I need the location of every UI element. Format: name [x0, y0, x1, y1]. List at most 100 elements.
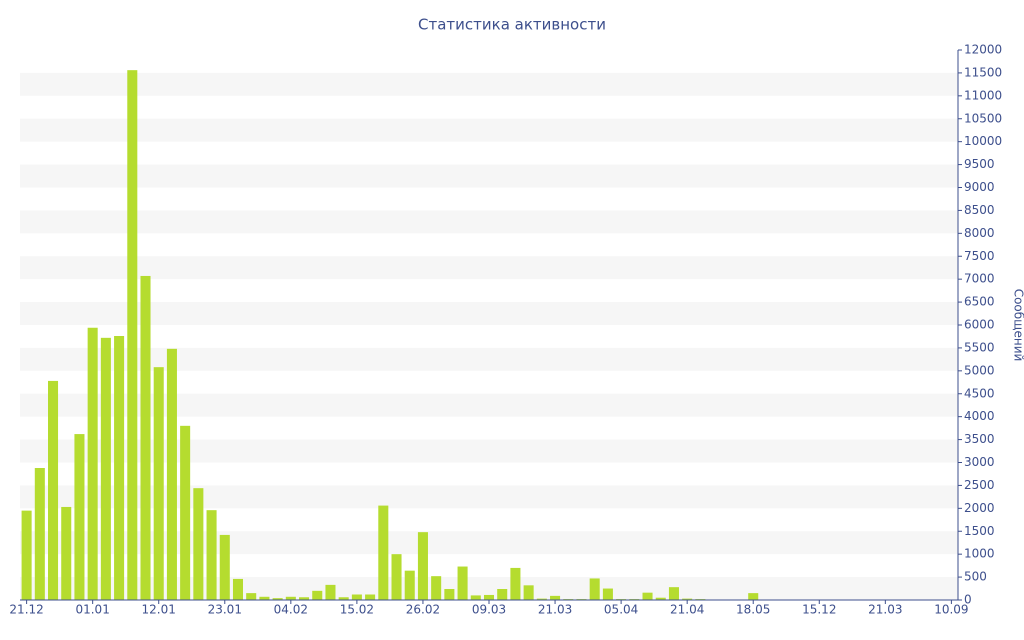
grid-band — [20, 210, 958, 234]
x-tick-label: 21.03 — [868, 603, 902, 617]
bar — [272, 598, 283, 600]
y-tick-label: 5500 — [964, 340, 995, 354]
bar — [100, 337, 111, 600]
bar — [48, 380, 59, 600]
y-tick-label: 11500 — [964, 65, 1002, 79]
bar — [193, 488, 204, 600]
bar — [365, 594, 376, 600]
y-tick-label: 2000 — [964, 501, 995, 515]
grid-band — [20, 439, 958, 463]
grid-band — [20, 118, 958, 142]
grid-band — [20, 347, 958, 371]
bar — [550, 595, 561, 600]
bar — [655, 597, 666, 600]
bar — [682, 598, 693, 600]
bar — [457, 566, 468, 600]
x-tick-label: 12.01 — [142, 603, 176, 617]
bar — [602, 588, 613, 600]
y-tick-label: 9500 — [964, 157, 995, 171]
y-tick-label: 10000 — [964, 134, 1002, 148]
bar — [417, 532, 428, 600]
bar — [312, 590, 323, 600]
bar — [299, 597, 310, 600]
bar — [259, 596, 270, 600]
x-tick-label: 21.12 — [9, 603, 43, 617]
y-tick-label: 8500 — [964, 203, 995, 217]
bar — [470, 595, 481, 600]
x-tick-label: 26.02 — [406, 603, 440, 617]
bar — [180, 425, 191, 600]
bar — [483, 594, 495, 600]
bar — [497, 589, 508, 600]
bar — [114, 336, 125, 600]
grid-band — [20, 302, 958, 325]
bar — [127, 70, 138, 600]
bar — [748, 593, 759, 600]
bar — [87, 327, 98, 600]
x-tick-label: 01.01 — [75, 603, 109, 617]
bar — [338, 597, 349, 600]
bar — [140, 275, 151, 600]
bar — [21, 510, 32, 600]
y-axis-title: Сообщений — [1012, 289, 1024, 362]
y-tick-label: 1000 — [964, 547, 995, 561]
y-tick-label: 0 — [964, 593, 972, 607]
bar — [219, 534, 230, 600]
y-tick-label: 8000 — [964, 226, 995, 240]
bar — [34, 468, 45, 600]
chart-title: Статистика активности — [418, 16, 606, 34]
y-tick-label: 4500 — [964, 386, 995, 400]
grid-band — [20, 485, 958, 509]
bar — [444, 589, 455, 600]
y-tick-label: 11000 — [964, 88, 1002, 102]
bar — [153, 367, 164, 600]
grid-band — [20, 72, 958, 96]
x-tick-label: 15.12 — [802, 603, 836, 617]
grid-band — [20, 256, 958, 280]
x-tick-label: 15.02 — [340, 603, 374, 617]
y-tick-label: 10500 — [964, 111, 1002, 125]
y-tick-label: 7500 — [964, 249, 995, 263]
x-tick-label: 18.05 — [736, 603, 770, 617]
bar — [206, 510, 217, 600]
bar — [431, 576, 442, 600]
bar — [391, 554, 402, 600]
y-tick-label: 500 — [964, 570, 987, 584]
bar — [61, 506, 72, 600]
x-tick-label: 05.04 — [604, 603, 638, 617]
bar — [668, 587, 679, 600]
y-tick-label: 9000 — [964, 180, 995, 194]
bar — [642, 592, 653, 600]
x-tick-label: 10.09 — [934, 603, 968, 617]
bar — [232, 578, 244, 600]
x-tick-label: 21.04 — [670, 603, 704, 617]
bar — [589, 578, 600, 600]
bar — [74, 434, 85, 600]
y-tick-label: 3000 — [964, 455, 995, 469]
grid-band — [20, 393, 958, 417]
y-tick-label: 5000 — [964, 363, 995, 377]
x-tick-label: 04.02 — [274, 603, 308, 617]
y-tick-label: 6500 — [964, 295, 995, 309]
bar — [325, 584, 336, 600]
grid-band — [20, 164, 958, 188]
y-tick-label: 7000 — [964, 272, 995, 286]
y-tick-label: 6000 — [964, 318, 995, 332]
x-tick-label: 09.03 — [472, 603, 506, 617]
y-tick-label: 4000 — [964, 409, 995, 423]
x-tick-label: 23.01 — [208, 603, 242, 617]
bar — [166, 348, 177, 600]
bar — [404, 570, 415, 600]
y-tick-label: 2500 — [964, 478, 995, 492]
grid-band — [20, 531, 958, 555]
x-tick-label: 21.03 — [538, 603, 572, 617]
y-tick-label: 3500 — [964, 432, 995, 446]
bar — [523, 585, 534, 600]
y-tick-label: 12000 — [964, 43, 1002, 57]
bar — [536, 598, 547, 600]
bar — [510, 567, 521, 600]
bar — [285, 596, 296, 600]
bar — [378, 505, 389, 600]
bar — [246, 593, 257, 600]
